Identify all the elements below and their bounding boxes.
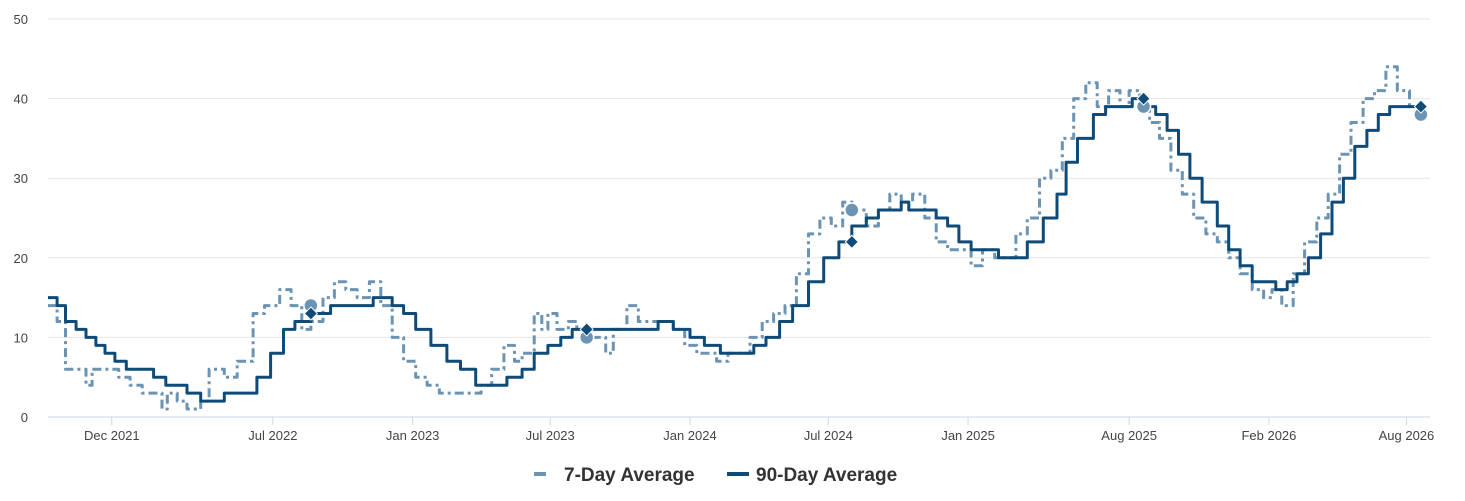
- x-tick-label-7: Aug 2025: [1101, 428, 1157, 443]
- y-tick-label-20: 20: [14, 251, 28, 266]
- series-90day-line: [48, 97, 1421, 403]
- series-7day-line: [48, 65, 1423, 411]
- legend-item-7day[interactable]: 7-Day Average: [534, 465, 695, 486]
- y-axis: 0 10 20 30 40 50: [14, 12, 28, 425]
- marker-90day-8: [1136, 91, 1151, 106]
- legend-90day-label: 90-Day Average: [756, 465, 897, 486]
- y-tick-label-0: 0: [21, 410, 28, 425]
- x-tick-label-6: Jan 2025: [941, 428, 995, 443]
- x-tick-label-0: Dec 2021: [84, 428, 140, 443]
- x-axis: Dec 2021 Jul 2022 Jan 2023 Jul 2023 Jan 2024…: [48, 416, 1435, 443]
- marker-90day-7: [844, 234, 860, 250]
- x-tick-label-8: Feb 2026: [1241, 428, 1296, 443]
- marker-90day-9: [1413, 99, 1429, 114]
- x-tick-label-2: Jan 2023: [386, 428, 440, 443]
- grid: [48, 18, 1430, 338]
- y-tick-label-10: 10: [14, 330, 28, 345]
- series-lines: [48, 65, 1423, 411]
- x-tick-label-3: Jul 2023: [526, 428, 575, 443]
- y-tick-label-50: 50: [14, 12, 28, 27]
- x-tick-label-1: Jul 2022: [248, 428, 297, 443]
- marker-7day-2: [844, 202, 860, 218]
- x-tick-label-4: Jan 2024: [663, 428, 717, 443]
- y-tick-label-40: 40: [14, 92, 28, 107]
- legend-item-90day[interactable]: 90-Day Average: [727, 465, 897, 486]
- legend: 7-Day Average 90-Day Average: [534, 465, 897, 486]
- legend-7day-label: 7-Day Average: [564, 465, 695, 486]
- series-markers: [303, 91, 1429, 346]
- x-tick-label-5: Jul 2024: [804, 428, 853, 443]
- y-tick-label-30: 30: [14, 171, 28, 186]
- x-tick-label-9: Aug 2026: [1379, 428, 1435, 443]
- marker-90day-6: [579, 322, 594, 337]
- marker-90day-5: [303, 306, 319, 321]
